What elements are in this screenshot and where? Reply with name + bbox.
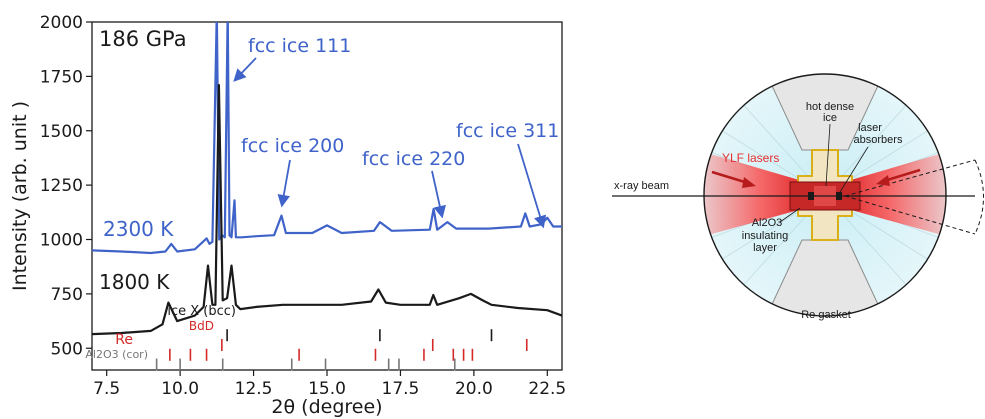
cell-outline (703, 73, 947, 317)
leader-insulating (779, 207, 801, 223)
y-tick-label: 1000 (40, 231, 83, 251)
label-ylf-lasers: YLF lasers (722, 151, 779, 165)
x-tick-label: 17.5 (382, 379, 420, 399)
series-line-2300k (92, 22, 562, 255)
y-axis-label: Intensity (arb. unit ) (9, 101, 31, 291)
series-line-1800k (92, 84, 562, 336)
leader-hot-dense (825, 123, 831, 187)
reflection-label-al2o3: Al2O3 (cor) (85, 348, 148, 361)
y-tick-label: 1750 (40, 67, 83, 87)
x-axis-ticks: 7.5 10.0 12.5 15.0 17.5 20.0 22.5 (93, 370, 566, 399)
y-tick-label: 2000 (40, 13, 83, 33)
peak-label-200: fcc ice 200 (241, 135, 344, 157)
x-tick-label: 7.5 (93, 379, 120, 399)
detector-cone (844, 159, 976, 235)
label-re-gasket: Re gasket (801, 309, 851, 321)
x-axis-label: 2θ (degree) (271, 396, 382, 418)
detector-arc (974, 159, 984, 235)
y-tick-label: 1250 (40, 176, 83, 196)
leader-absorbers (839, 146, 869, 193)
reflection-label-bdd: BdD (189, 319, 214, 333)
peak-label-220: fcc ice 220 (362, 148, 465, 170)
laser-heating-diagram: x-ray beam YLF lasers hot dense ice lase… (612, 73, 984, 321)
label-layer: layer (753, 242, 777, 254)
x-tick-label: 20.0 (455, 379, 493, 399)
plot-frame (91, 21, 563, 371)
peak-label-311: fcc ice 311 (456, 120, 559, 142)
peak-arrow-220 (431, 170, 446, 219)
y-axis-ticks: 500 750 1000 1250 1500 1750 2000 (40, 13, 92, 359)
pressure-label: 186 GPa (99, 27, 187, 51)
series-label-1800k: 1800 K (99, 270, 170, 294)
laser-arrowhead-right (876, 175, 890, 186)
reflection-label-re: Re (115, 332, 133, 348)
reflection-label-ice-x: ice X (bcc) (167, 304, 236, 319)
y-tick-label: 1500 (40, 122, 83, 142)
label-al2o3: Al2O3 (752, 217, 783, 229)
laser-arrowhead-left (742, 177, 756, 188)
laser-arrow-left (711, 170, 749, 185)
reflection-markers (155, 329, 528, 371)
label-absorbers-1: laser (858, 122, 882, 134)
peak-arrow-311 (517, 143, 547, 229)
laser-beam-right (844, 148, 946, 240)
anvil-bottom (759, 239, 891, 316)
xrd-chart: 7.5 10.0 12.5 15.0 17.5 20.0 22.5 500 750 1000 12… (9, 13, 566, 418)
x-tick-label: 12.5 (235, 379, 273, 399)
anvil-top (759, 74, 891, 151)
peak-arrow-200 (277, 159, 291, 208)
laser-beam-left (704, 148, 806, 240)
peak-arrow-111 (233, 57, 257, 82)
label-hot-dense-1: hot dense (806, 101, 854, 113)
peak-label-111: fcc ice 111 (248, 35, 351, 57)
label-absorbers-2: absorbers (854, 134, 903, 146)
label-insulating: insulating (742, 230, 788, 242)
series-label-2300k: 2300 K (103, 217, 174, 241)
label-hot-dense-2: ice (823, 112, 837, 124)
label-xray-beam: x-ray beam (614, 180, 669, 192)
x-tick-label: 22.5 (528, 379, 566, 399)
x-tick-label: 10.0 (161, 379, 199, 399)
y-tick-label: 500 (51, 339, 83, 359)
laser-arrow-right (883, 168, 921, 183)
x-tick-label: 15.0 (308, 379, 346, 399)
y-tick-label: 750 (51, 285, 83, 305)
